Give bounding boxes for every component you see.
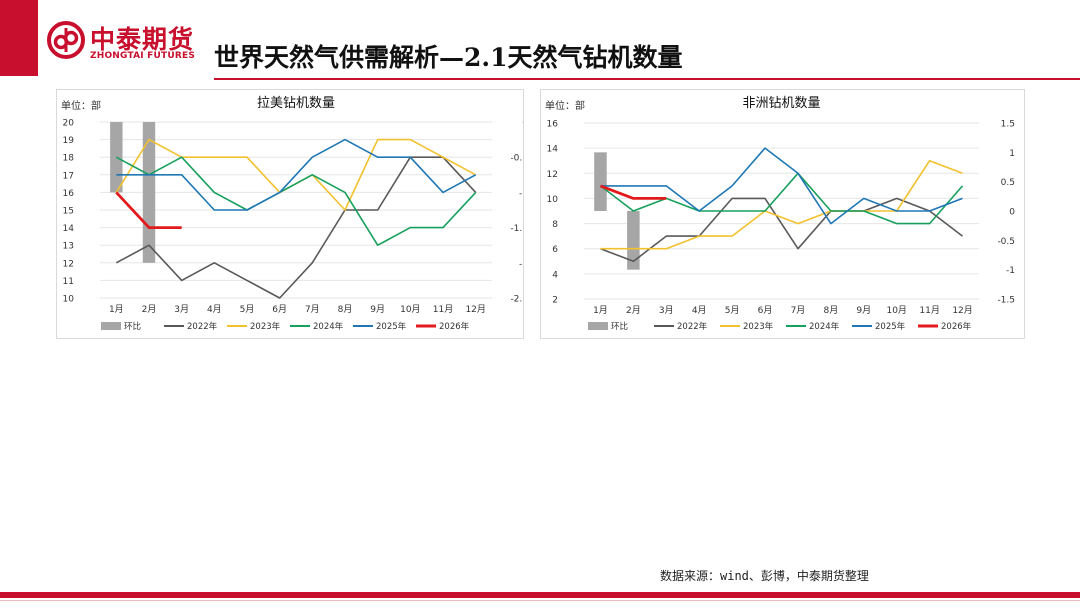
x-tick-label: 2月: [142, 304, 157, 315]
chart-title: 拉美钻机数量: [257, 96, 335, 111]
series-line-2023年: [600, 159, 963, 250]
y2-tick-label: -1: [519, 189, 523, 199]
latam-rig-chart-svg: 单位：部 拉美钻机数量 10 11 12 13 14 15 16 17 18 19 20 -2.5 -2 -1…: [61, 96, 523, 332]
y-tick-label: 13: [63, 242, 74, 252]
y2-tick-label: 1: [1009, 149, 1015, 159]
series-line-2022年: [600, 197, 963, 263]
data-source-note: 数据来源：wind、彭博，中泰期货整理: [660, 569, 869, 583]
y2-tick-label: 0.5: [1001, 178, 1015, 188]
y-tick-label: 2: [552, 296, 558, 306]
legend-label: 2023年: [743, 321, 774, 332]
x-tick-label: 1月: [593, 305, 608, 316]
series-line-2026年: [115, 191, 182, 230]
series-line-2025年: [600, 147, 963, 225]
x-tick-label: 4月: [207, 304, 222, 315]
y-tick-label: 12: [63, 259, 74, 269]
title-underline: [214, 78, 1080, 80]
x-tick-label: 7月: [305, 304, 320, 315]
legend-label: 2022年: [677, 321, 708, 332]
x-tick-label: 1月: [109, 304, 124, 315]
legend-label: 2025年: [376, 321, 407, 332]
x-tick-label: 8月: [824, 305, 839, 316]
y2-tick-label: -1.5: [510, 224, 523, 234]
y2-tick-label: 0: [522, 119, 523, 129]
y-tick-label: 10: [63, 295, 75, 305]
x-tick-label: 6月: [272, 304, 287, 315]
logo-text-en: ZHONGTAI FUTURES: [90, 51, 196, 61]
x-tick-label: 5月: [725, 305, 740, 316]
y-tick-label: 17: [63, 171, 74, 181]
x-tick-label: 10月: [400, 304, 420, 315]
y2-tick-label: -1: [1006, 266, 1015, 276]
legend-label: 2024年: [313, 321, 344, 332]
x-tick-label: 2月: [626, 305, 641, 316]
y-tick-label: 6: [552, 245, 558, 255]
y2-tick-label: 1.5: [1001, 120, 1015, 130]
y2-tick-label: -2.5: [510, 295, 523, 305]
y-tick-label: 19: [63, 136, 75, 146]
footer-red-bar: [0, 592, 1080, 598]
x-tick-label: 10月: [886, 305, 906, 316]
y-tick-label: 4: [552, 270, 558, 280]
legend-label: 2025年: [875, 321, 906, 332]
x-tick-label: 9月: [370, 304, 385, 315]
y-tick-label: 15: [63, 207, 74, 217]
y-tick-label: 16: [63, 189, 75, 199]
unit-label: 单位：部: [61, 99, 101, 112]
legend-swatch: [588, 322, 608, 330]
x-tick-label: 3月: [174, 304, 189, 315]
footer-thin-line: [0, 600, 1080, 601]
x-tick-label: 6月: [758, 305, 773, 316]
y-tick-label: 11: [63, 277, 74, 287]
legend-label: 环比: [124, 321, 141, 332]
legend-label: 2026年: [941, 321, 972, 332]
mom-bar: [594, 152, 607, 211]
series-line-2024年: [115, 156, 477, 246]
series-line-2025年: [116, 138, 477, 211]
africa-rig-chart-svg: 单位：部 非洲钻机数量 2 4 6 8 10 12 14 16 -1.5 -1 -0.5 0 0.5 1 1.5…: [545, 96, 1015, 332]
x-tick-label: 4月: [692, 305, 707, 316]
y-tick-label: 20: [63, 119, 75, 129]
legend-label: 2023年: [250, 321, 281, 332]
legend-label: 2022年: [187, 321, 218, 332]
x-tick-label: 9月: [856, 305, 871, 316]
africa-rig-chart: 单位：部 非洲钻机数量 2 4 6 8 10 12 14 16 -1.5 -1 -0.5 0 0.5 1 1.5…: [540, 89, 1025, 339]
legend-label: 2026年: [439, 321, 470, 332]
series-line-2022年: [115, 156, 477, 299]
y2-tick-label: 0: [1009, 208, 1015, 218]
y-tick-label: 12: [547, 170, 558, 180]
x-tick-label: 8月: [338, 304, 353, 315]
y-tick-label: 14: [547, 145, 559, 155]
x-tick-label: 12月: [952, 305, 972, 316]
x-tick-label: 7月: [791, 305, 806, 316]
x-tick-label: 5月: [240, 304, 255, 315]
y-tick-label: 18: [63, 154, 75, 164]
x-tick-label: 11月: [433, 304, 453, 315]
x-tick-label: 12月: [465, 304, 485, 315]
y-tick-label: 10: [547, 195, 559, 205]
y-tick-label: 14: [63, 224, 75, 234]
logo-text-cn: 中泰期货: [90, 25, 195, 54]
legend-swatch: [101, 322, 121, 330]
x-tick-label: 11月: [919, 305, 939, 316]
unit-label: 单位：部: [545, 99, 585, 112]
series-line-2024年: [600, 172, 964, 225]
y-tick-label: 16: [547, 120, 559, 130]
page-title: 世界天然气供需解析—2.1天然气钻机数量: [214, 43, 683, 72]
y2-tick-label: -2: [519, 259, 523, 269]
y2-tick-label: -1.5: [997, 296, 1015, 306]
series-line-2026年: [600, 184, 667, 200]
y-tick-label: 8: [552, 220, 558, 230]
header-red-block: [0, 0, 38, 76]
mom-bar: [627, 211, 640, 270]
mom-bar: [142, 122, 156, 263]
logo-mark-icon: [47, 21, 85, 59]
latam-rig-chart: 单位：部 拉美钻机数量 10 11 12 13 14 15 16 17 18 19 20 -2.5 -2 -1…: [56, 89, 524, 339]
legend-label: 环比: [611, 321, 628, 332]
y2-tick-label: -0.5: [997, 237, 1015, 247]
x-tick-label: 3月: [659, 305, 674, 316]
legend-label: 2024年: [809, 321, 840, 332]
y2-tick-label: -0.5: [510, 154, 523, 164]
chart-title: 非洲钻机数量: [742, 96, 820, 111]
